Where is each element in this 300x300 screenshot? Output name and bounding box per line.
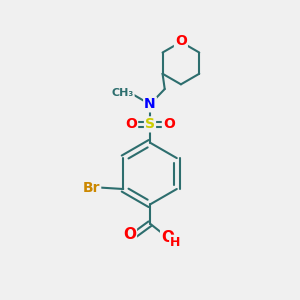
- Text: H: H: [170, 236, 181, 249]
- Text: O: O: [161, 230, 174, 245]
- Text: S: S: [145, 117, 155, 131]
- Text: N: N: [144, 98, 156, 111]
- Text: O: O: [123, 227, 136, 242]
- Text: O: O: [125, 117, 137, 131]
- Text: O: O: [175, 34, 187, 48]
- Text: O: O: [163, 117, 175, 131]
- Text: Br: Br: [83, 181, 100, 194]
- Text: CH₃: CH₃: [112, 88, 134, 98]
